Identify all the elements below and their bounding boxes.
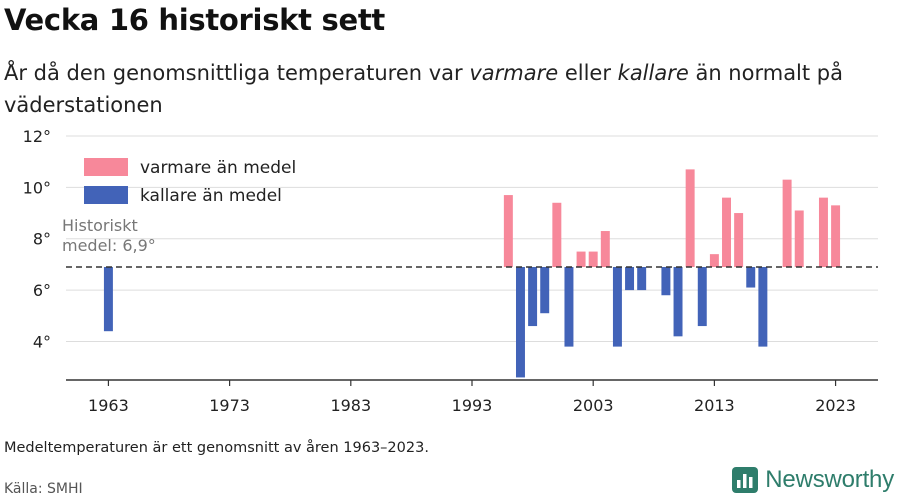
newsworthy-logo: Newsworthy — [732, 466, 894, 494]
historical-mean-label: Historiskt — [62, 216, 138, 235]
bar-colder-2005 — [612, 266, 622, 347]
historical-mean-value-label: medel: 6,9° — [62, 236, 156, 255]
subtitle-text-end: än normalt på väderstationen — [4, 61, 843, 117]
bar-warmer-2015 — [734, 213, 744, 267]
bar-warmer-2004 — [600, 231, 610, 267]
bar-warmer-2002 — [576, 251, 586, 267]
x-tick-label: 1993 — [452, 396, 493, 415]
bar-warmer-1996 — [503, 195, 513, 267]
chart-subtitle: År då den genomsnittliga temperaturen va… — [4, 57, 864, 121]
legend-swatch-colder — [84, 186, 128, 204]
subtitle-text-start: År då den genomsnittliga temperaturen va… — [4, 61, 470, 85]
bar-warmer-2013 — [709, 254, 719, 267]
bar-warmer-2014 — [722, 197, 731, 267]
bar-colder-2007 — [637, 266, 647, 291]
subtitle-cold-word: kallare — [617, 61, 689, 85]
bar-warmer-2020 — [794, 210, 804, 267]
legend-label-warmer: varmare än medel — [140, 158, 296, 178]
x-tick-label: 1983 — [330, 396, 371, 415]
bar-colder-2016 — [746, 266, 756, 288]
bar-colder-2017 — [758, 266, 768, 347]
x-tick-label: 2013 — [694, 396, 735, 415]
legend-label-colder: kallare än medel — [140, 186, 282, 206]
y-tick-label: 8° — [33, 230, 51, 249]
bar-warmer-2022 — [818, 197, 828, 267]
bar-colder-2006 — [625, 266, 635, 291]
x-tick-label: 2003 — [573, 396, 614, 415]
bar-colder-2012 — [697, 266, 707, 327]
y-tick-label: 4° — [33, 332, 51, 351]
subtitle-text-mid: eller — [558, 61, 618, 85]
brand-name: Newsworthy — [765, 466, 894, 493]
x-tick-label: 2023 — [815, 396, 856, 415]
bar-warmer-2023 — [831, 205, 841, 267]
source-label: Källa: SMHI — [4, 481, 83, 497]
bar-colder-2001 — [564, 266, 574, 347]
y-tick-label: 12° — [23, 127, 51, 146]
bar-warmer-2011 — [685, 169, 695, 267]
x-tick-label: 1973 — [209, 396, 250, 415]
bar-colder-1998 — [528, 266, 538, 327]
subtitle-warm-word: varmare — [469, 61, 559, 85]
bar-warmer-2019 — [782, 179, 792, 267]
bar-colder-2010 — [673, 266, 683, 337]
bar-colder-1997 — [515, 266, 525, 378]
y-tick-label: 6° — [33, 281, 51, 300]
bar-colder-1963 — [103, 266, 113, 332]
bar-colder-2009 — [661, 266, 671, 296]
legend-swatch-warmer — [84, 158, 128, 176]
bar-chart-icon — [732, 467, 759, 493]
y-tick-label: 10° — [23, 178, 51, 197]
bar-colder-1999 — [540, 266, 550, 314]
bar-warmer-2003 — [588, 251, 598, 267]
footnote: Medeltemperaturen är ett genomsnitt av å… — [4, 440, 429, 456]
chart-title: Vecka 16 historiskt sett — [4, 3, 385, 37]
x-tick-label: 1963 — [88, 396, 129, 415]
bar-warmer-2000 — [552, 202, 562, 267]
